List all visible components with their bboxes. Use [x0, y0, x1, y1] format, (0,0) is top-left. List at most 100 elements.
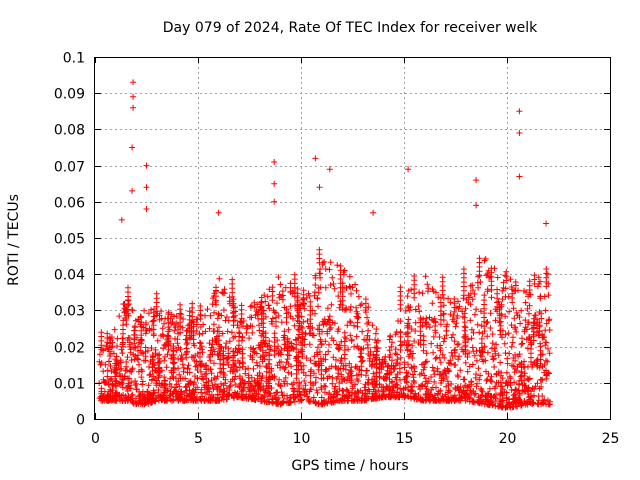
data-point — [290, 391, 297, 398]
data-point — [252, 379, 259, 385]
data-point — [477, 385, 484, 392]
data-point — [275, 312, 282, 319]
data-point — [489, 340, 496, 347]
data-point — [295, 349, 302, 356]
data-point — [538, 315, 545, 322]
data-point — [322, 338, 329, 345]
data-point — [196, 331, 203, 338]
data-point — [240, 391, 246, 398]
data-point — [162, 396, 169, 403]
data-point — [255, 391, 262, 398]
data-point — [185, 362, 192, 369]
data-point — [483, 396, 490, 403]
data-point — [167, 396, 174, 403]
data-point — [97, 361, 104, 368]
data-point — [393, 360, 400, 366]
data-point — [534, 283, 541, 290]
data-point — [443, 323, 450, 330]
data-point — [493, 341, 500, 348]
data-point — [514, 312, 521, 319]
data-point — [344, 387, 351, 394]
data-point — [155, 365, 162, 372]
data-point — [481, 297, 488, 304]
data-point — [506, 308, 513, 315]
data-point — [403, 369, 410, 376]
data-point — [301, 378, 308, 384]
data-point — [423, 350, 430, 357]
data-point — [252, 383, 259, 389]
data-point — [359, 328, 366, 335]
data-point — [230, 348, 237, 355]
data-point — [178, 311, 185, 318]
data-point — [256, 370, 263, 376]
data-point — [468, 326, 475, 333]
data-point — [271, 373, 278, 380]
data-point — [330, 354, 337, 361]
data-point — [110, 350, 117, 357]
data-point — [503, 268, 510, 275]
data-point — [441, 335, 448, 342]
data-point — [211, 348, 218, 355]
data-point — [421, 372, 428, 379]
data-point — [191, 379, 198, 386]
data-point — [203, 362, 210, 369]
data-point — [405, 384, 412, 391]
data-point — [354, 310, 361, 317]
data-point — [228, 392, 235, 399]
data-point — [401, 364, 408, 371]
data-point — [135, 343, 141, 350]
data-point — [184, 392, 190, 399]
data-point — [496, 302, 503, 308]
data-point — [370, 209, 377, 216]
data-point — [184, 339, 191, 346]
data-point — [229, 276, 236, 283]
data-point — [208, 370, 215, 377]
data-point — [148, 345, 155, 351]
data-point — [252, 390, 259, 397]
data-point — [306, 395, 312, 402]
data-point — [313, 349, 320, 356]
data-point — [369, 358, 376, 365]
data-point — [163, 397, 169, 404]
data-point — [492, 317, 499, 324]
data-point — [183, 387, 190, 394]
data-point — [308, 366, 315, 373]
data-point — [529, 393, 535, 400]
data-point — [322, 284, 329, 291]
data-point — [247, 352, 254, 359]
data-point — [359, 390, 366, 397]
data-point — [128, 357, 135, 364]
data-point — [469, 282, 476, 289]
y-tick-label: 0.06 — [54, 196, 85, 212]
data-point — [132, 353, 139, 359]
data-point — [223, 314, 230, 320]
data-point — [280, 398, 287, 405]
data-point — [515, 396, 522, 403]
data-point — [254, 301, 261, 308]
data-point — [336, 386, 343, 392]
data-point — [142, 321, 149, 328]
data-point — [146, 363, 152, 370]
data-point — [358, 301, 365, 308]
data-point — [314, 295, 321, 301]
data-point — [494, 274, 501, 281]
data-point — [481, 343, 488, 350]
data-point — [471, 352, 478, 359]
data-point — [216, 275, 223, 282]
data-point — [516, 392, 523, 398]
data-point — [102, 379, 109, 386]
data-point — [311, 353, 318, 360]
data-point — [398, 390, 405, 397]
data-point — [429, 364, 436, 371]
data-point — [484, 333, 491, 340]
data-point — [149, 318, 156, 325]
data-point — [259, 394, 266, 400]
data-point — [503, 379, 510, 386]
data-point — [438, 377, 445, 384]
data-point — [326, 373, 333, 380]
data-point — [408, 326, 415, 333]
data-point — [330, 280, 337, 287]
axis-ticks — [95, 57, 611, 420]
data-point — [497, 372, 504, 379]
data-point — [469, 361, 476, 368]
